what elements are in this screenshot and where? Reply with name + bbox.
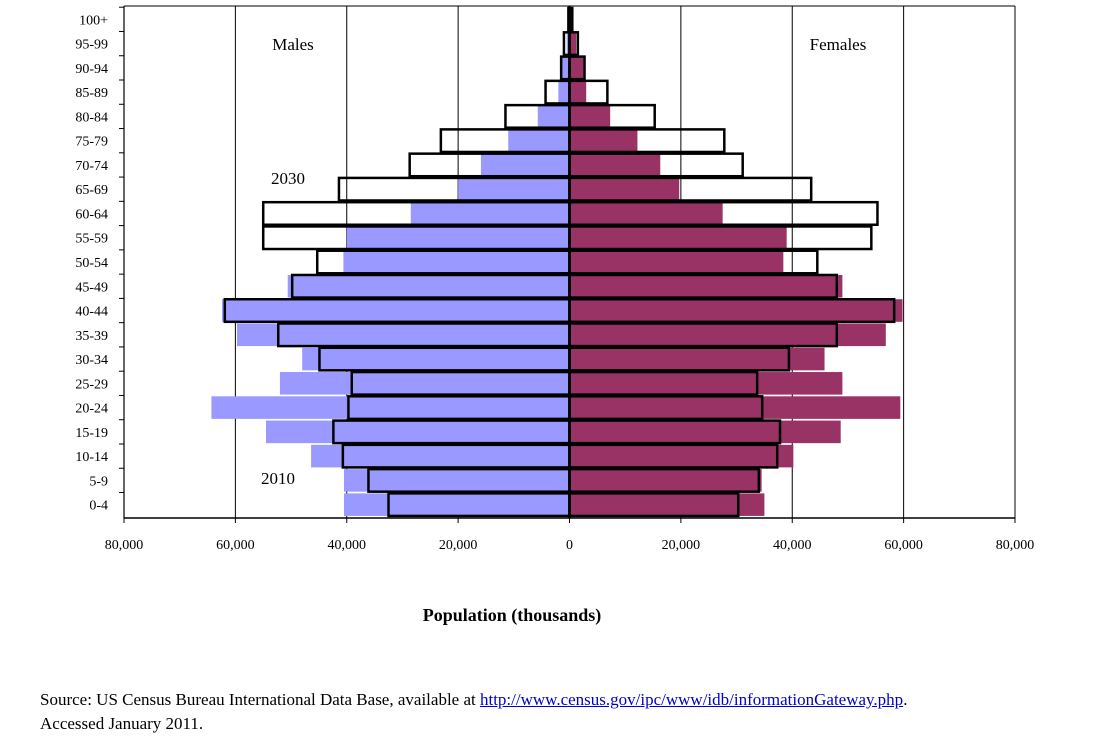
bar-2010-females-20-24 (569, 396, 901, 419)
bar-2010-females-50-54 (569, 250, 784, 274)
bar-2010-females-75-79 (569, 129, 638, 152)
axes (119, 6, 1016, 523)
bar-2010-females-65-69 (569, 177, 680, 201)
bar-2010-females-35-39 (569, 323, 886, 347)
bar-2010-females-90-94 (569, 56, 584, 80)
bar-2010-females-5-9 (569, 469, 762, 492)
year-2010-label: 2010 (261, 469, 295, 488)
x-tick-label-1: 60,000 (216, 538, 255, 553)
bar-2010-females-40-44 (569, 299, 903, 322)
bars-2010 (211, 8, 903, 516)
y-tick-label-5-9: 5-9 (89, 474, 108, 489)
females-label: Females (810, 35, 867, 54)
bar-2010-males-40-44 (222, 299, 570, 322)
y-tick-label-35-39: 35-39 (75, 329, 108, 344)
males-label: Males (272, 35, 314, 54)
source-link[interactable]: http://www.census.gov/ipc/www/idb/inform… (479, 690, 904, 709)
y-tick-label-10-14: 10-14 (75, 450, 108, 465)
source-suffix: . (903, 690, 908, 709)
bar-2010-males-60-64 (410, 202, 570, 225)
bar-2010-males-95-99 (566, 32, 570, 55)
year-2030-label: 2030 (271, 169, 305, 188)
y-tick-label-50-54: 50-54 (75, 256, 108, 271)
y-tick-label-70-74: 70-74 (75, 159, 108, 174)
bar-2010-females-85-89 (569, 80, 587, 104)
x-tick-label-0: 80,000 (105, 538, 144, 553)
y-tick-label-40-44: 40-44 (75, 305, 108, 320)
bar-2010-females-80-84 (569, 105, 611, 128)
bar-2010-males-5-9 (343, 469, 570, 492)
bar-2010-males-50-54 (343, 250, 570, 274)
bar-2010-females-70-74 (569, 153, 661, 177)
bar-2010-males-65-69 (458, 177, 570, 201)
bar-2010-males-70-74 (480, 153, 570, 177)
bar-2010-females-30-34 (569, 347, 825, 371)
source-prefix: Source: US Census Bureau International D… (40, 690, 480, 709)
source-note: Source: US Census Bureau International D… (40, 688, 1080, 736)
y-tick-label-15-19: 15-19 (75, 426, 108, 441)
bar-2010-females-95-99 (569, 32, 577, 55)
bar-2010-males-90-94 (561, 56, 570, 80)
bar-2010-males-30-34 (302, 347, 570, 371)
y-tick-label-60-64: 60-64 (75, 207, 108, 222)
x-tick-label-8: 80,000 (996, 538, 1035, 553)
y-tick-label-20-24: 20-24 (75, 402, 108, 417)
y-tick-label-80-84: 80-84 (75, 110, 108, 125)
y-tick-label-85-89: 85-89 (75, 86, 108, 101)
y-tick-label-45-49: 45-49 (75, 280, 108, 295)
y-tick-label-0-4: 0-4 (89, 499, 108, 514)
x-tick-label-5: 20,000 (662, 538, 701, 553)
bar-2010-males-55-59 (346, 226, 570, 250)
bar-2010-males-25-29 (279, 372, 570, 395)
x-tick-label-7: 60,000 (884, 538, 923, 553)
bar-2010-females-45-49 (569, 274, 843, 298)
bar-2010-females-10-14 (569, 444, 794, 468)
bar-2010-males-0-4 (343, 493, 570, 516)
labels: 100+ 95-99 90-94 85-89 80-84 75-79 70-74 65-69 6… (75, 13, 1034, 626)
bar-2010-males-20-24 (211, 396, 570, 419)
bar-2010-females-55-59 (569, 226, 787, 250)
bar-2010-females-0-4 (569, 493, 765, 516)
y-tick-label-100+: 100+ (79, 13, 108, 28)
bar-2010-males-75-79 (508, 129, 570, 152)
source-accessed: Accessed January 2011. (40, 714, 204, 733)
x-tick-label-2: 40,000 (328, 538, 367, 553)
bar-2010-males-85-89 (558, 80, 570, 104)
x-tick-label-6: 40,000 (773, 538, 812, 553)
x-tick-label-3: 20,000 (439, 538, 478, 553)
x-axis-title: Population (thousands) (423, 605, 602, 626)
y-tick-label-55-59: 55-59 (75, 232, 108, 247)
y-tick-label-65-69: 65-69 (75, 183, 108, 198)
y-tick-label-75-79: 75-79 (75, 135, 108, 150)
x-tick-label-4: 0 (566, 538, 573, 553)
bar-2010-males-35-39 (237, 323, 570, 347)
bar-2010-males-15-19 (266, 420, 570, 444)
bar-2010-females-60-64 (569, 202, 723, 225)
y-tick-label-30-34: 30-34 (75, 353, 108, 368)
bar-2010-males-10-14 (311, 444, 570, 468)
y-tick-label-90-94: 90-94 (75, 62, 108, 77)
y-tick-label-95-99: 95-99 (75, 38, 108, 53)
y-tick-label-25-29: 25-29 (75, 377, 108, 392)
bar-2010-females-25-29 (569, 372, 843, 395)
bar-2010-females-15-19 (569, 420, 841, 444)
bar-2010-males-80-84 (537, 105, 570, 128)
bar-2010-males-45-49 (287, 274, 570, 298)
population-pyramid-chart: 100+ 95-99 90-94 85-89 80-84 75-79 70-74 65-69 6… (75, 5, 1034, 626)
